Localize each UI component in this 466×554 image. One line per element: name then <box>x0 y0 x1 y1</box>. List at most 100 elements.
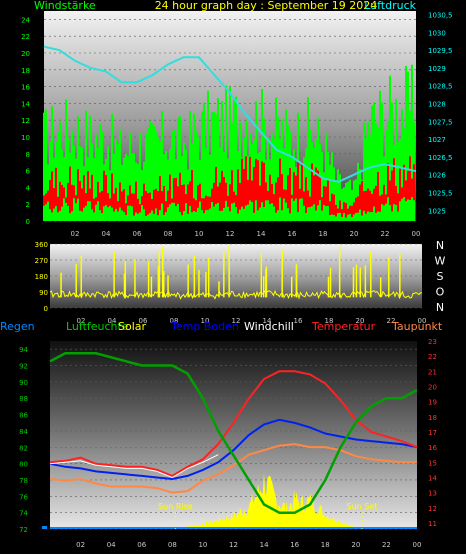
panel1-xtick-label: 00 <box>412 230 421 238</box>
panel1-ytick-label: 16 <box>21 84 30 92</box>
panel1-y2tick-label: 1028,5 <box>428 83 453 91</box>
panel1-title: 24 hour graph day : September 19 2024 <box>155 0 378 12</box>
panel1-ytick-label: 10 <box>21 134 30 142</box>
panel3-ytick-label: 86 <box>19 412 28 420</box>
panel3-ytick-label: 78 <box>19 477 28 485</box>
panel3-y2tick-label: 17 <box>428 429 437 437</box>
panel1-xtick-label: 12 <box>226 230 235 238</box>
panel2-compass-label: N <box>436 301 444 314</box>
panel3-xtick-label: 14 <box>260 541 269 549</box>
panel1-ytick-label: 2 <box>26 201 30 209</box>
legend-item: Temp Boden <box>170 320 239 333</box>
panel1-xtick-label: 02 <box>71 230 80 238</box>
panel3-xtick-label: 02 <box>76 541 85 549</box>
panel1-y2tick-label: 1026 <box>428 172 446 180</box>
panel2-compass-label: N <box>436 239 444 252</box>
panel1-xtick-label: 14 <box>257 230 266 238</box>
panel3-ytick-label: 88 <box>19 395 28 403</box>
legend-item: Temperatur <box>311 320 376 333</box>
legend-item: Luftfeuchte <box>66 320 129 333</box>
panel3-xtick-label: 18 <box>321 541 330 549</box>
panel3-y2tick-label: 19 <box>428 399 437 407</box>
panel3-y2tick-label: 14 <box>428 474 437 482</box>
panel3-ytick-label: 90 <box>19 379 28 387</box>
panel3-ytick-label: 92 <box>19 363 28 371</box>
legend-item: Windchill <box>244 320 294 333</box>
panel2-xtick-label: 22 <box>387 317 396 325</box>
panel3-y2tick-label: 15 <box>428 459 437 467</box>
panel2-ytick-label: 90 <box>39 289 48 297</box>
panel3-ytick-label: 84 <box>19 428 28 436</box>
panel3-y2tick-label: 22 <box>428 353 437 361</box>
panel3-xtick-label: 20 <box>351 541 360 549</box>
panel1-ytick-label: 6 <box>26 168 31 176</box>
panel1-ytick-label: 8 <box>26 151 30 159</box>
panel3-xtick-label: 16 <box>290 541 299 549</box>
panel1-ytick-label: 4 <box>26 184 31 192</box>
panel1-y2tick-label: 1025,5 <box>428 190 453 198</box>
panel1-left-label: Windstärke <box>34 0 96 12</box>
panel2-ytick-label: 180 <box>35 273 48 281</box>
panel3-ytick-label: 94 <box>19 346 28 354</box>
panel2-ytick-label: 270 <box>35 257 48 265</box>
panel3-y2tick-label: 23 <box>428 338 437 346</box>
panel1-xtick-label: 16 <box>288 230 297 238</box>
panel1-y2tick-label: 1026,5 <box>428 154 453 162</box>
panel1-ytick-label: 20 <box>21 50 30 58</box>
panel1-ytick-label: 12 <box>21 117 30 125</box>
panel3-xtick-label: 04 <box>107 541 116 549</box>
panel2-xtick-label: 16 <box>294 317 303 325</box>
panel2-compass-label: O <box>436 286 445 299</box>
panel1-xtick-label: 20 <box>350 230 359 238</box>
panel2-xtick-label: 14 <box>263 317 272 325</box>
series-line-temperatur <box>49 370 418 478</box>
panel3-xtick-label: 06 <box>137 541 146 549</box>
panel3-xtick-label: 12 <box>229 541 238 549</box>
panel2-xtick-label: 10 <box>201 317 210 325</box>
panel3-xtick-label: 00 <box>413 541 422 549</box>
panel3-y2tick-label: 16 <box>428 444 437 452</box>
panel1-y2tick-label: 1030,5 <box>428 12 453 20</box>
pressure-line <box>43 45 417 183</box>
panel2-compass-label: S <box>437 270 444 283</box>
panel1-xtick-label: 22 <box>381 230 390 238</box>
series-line-windchill <box>49 454 219 479</box>
sun-annotation: Sun Set <box>346 502 377 511</box>
sun-annotation: Sun Rise <box>158 502 193 511</box>
panel1-y2tick-label: 1028 <box>428 101 446 109</box>
panel3-ytick-label: 80 <box>19 461 28 469</box>
panel1-right-label: Luftdruck <box>364 0 416 12</box>
panel1-ytick-label: 14 <box>21 100 30 108</box>
panel2-xtick-label: 18 <box>325 317 334 325</box>
panel1-y2tick-label: 1029 <box>428 65 446 73</box>
legend-item: Regen <box>0 320 35 333</box>
panel3-y2tick-label: 18 <box>428 414 437 422</box>
panel2-xtick-label: 08 <box>170 317 179 325</box>
panel3-y2tick-label: 20 <box>428 383 437 391</box>
panel3-y2tick-label: 11 <box>428 520 437 528</box>
panel3-ytick-label: 82 <box>19 444 28 452</box>
panel1-ytick-label: 0 <box>26 218 30 226</box>
series-line-temp-boden <box>49 418 418 481</box>
panel1-y2tick-label: 1027,5 <box>428 118 453 126</box>
panel2-ytick-label: 360 <box>35 241 48 249</box>
panel3-ytick-label: 76 <box>19 493 28 501</box>
panel3-plot-area <box>50 341 417 529</box>
panel1-y2tick-label: 1027 <box>428 136 446 144</box>
panel1-ytick-label: 22 <box>21 33 30 41</box>
panel3-xtick-label: 08 <box>168 541 177 549</box>
legend-item: Solar <box>118 320 147 333</box>
panel3-xtick-label: 10 <box>198 541 207 549</box>
panel3-y2tick-label: 13 <box>428 490 437 498</box>
panel1-y2tick-label: 1030 <box>428 29 446 37</box>
panel1-xtick-label: 06 <box>133 230 142 238</box>
panel1-ytick-label: 24 <box>21 16 30 24</box>
panel3-y2tick-label: 12 <box>428 505 437 513</box>
panel2-xtick-label: 04 <box>108 317 117 325</box>
panel2-xtick-label: 06 <box>139 317 148 325</box>
series-line-taupunkt <box>49 443 417 494</box>
panel2-ytick-label: 0 <box>44 305 48 313</box>
panel2-xtick-label: 20 <box>356 317 365 325</box>
panel1-y2tick-label: 1029,5 <box>428 47 453 55</box>
